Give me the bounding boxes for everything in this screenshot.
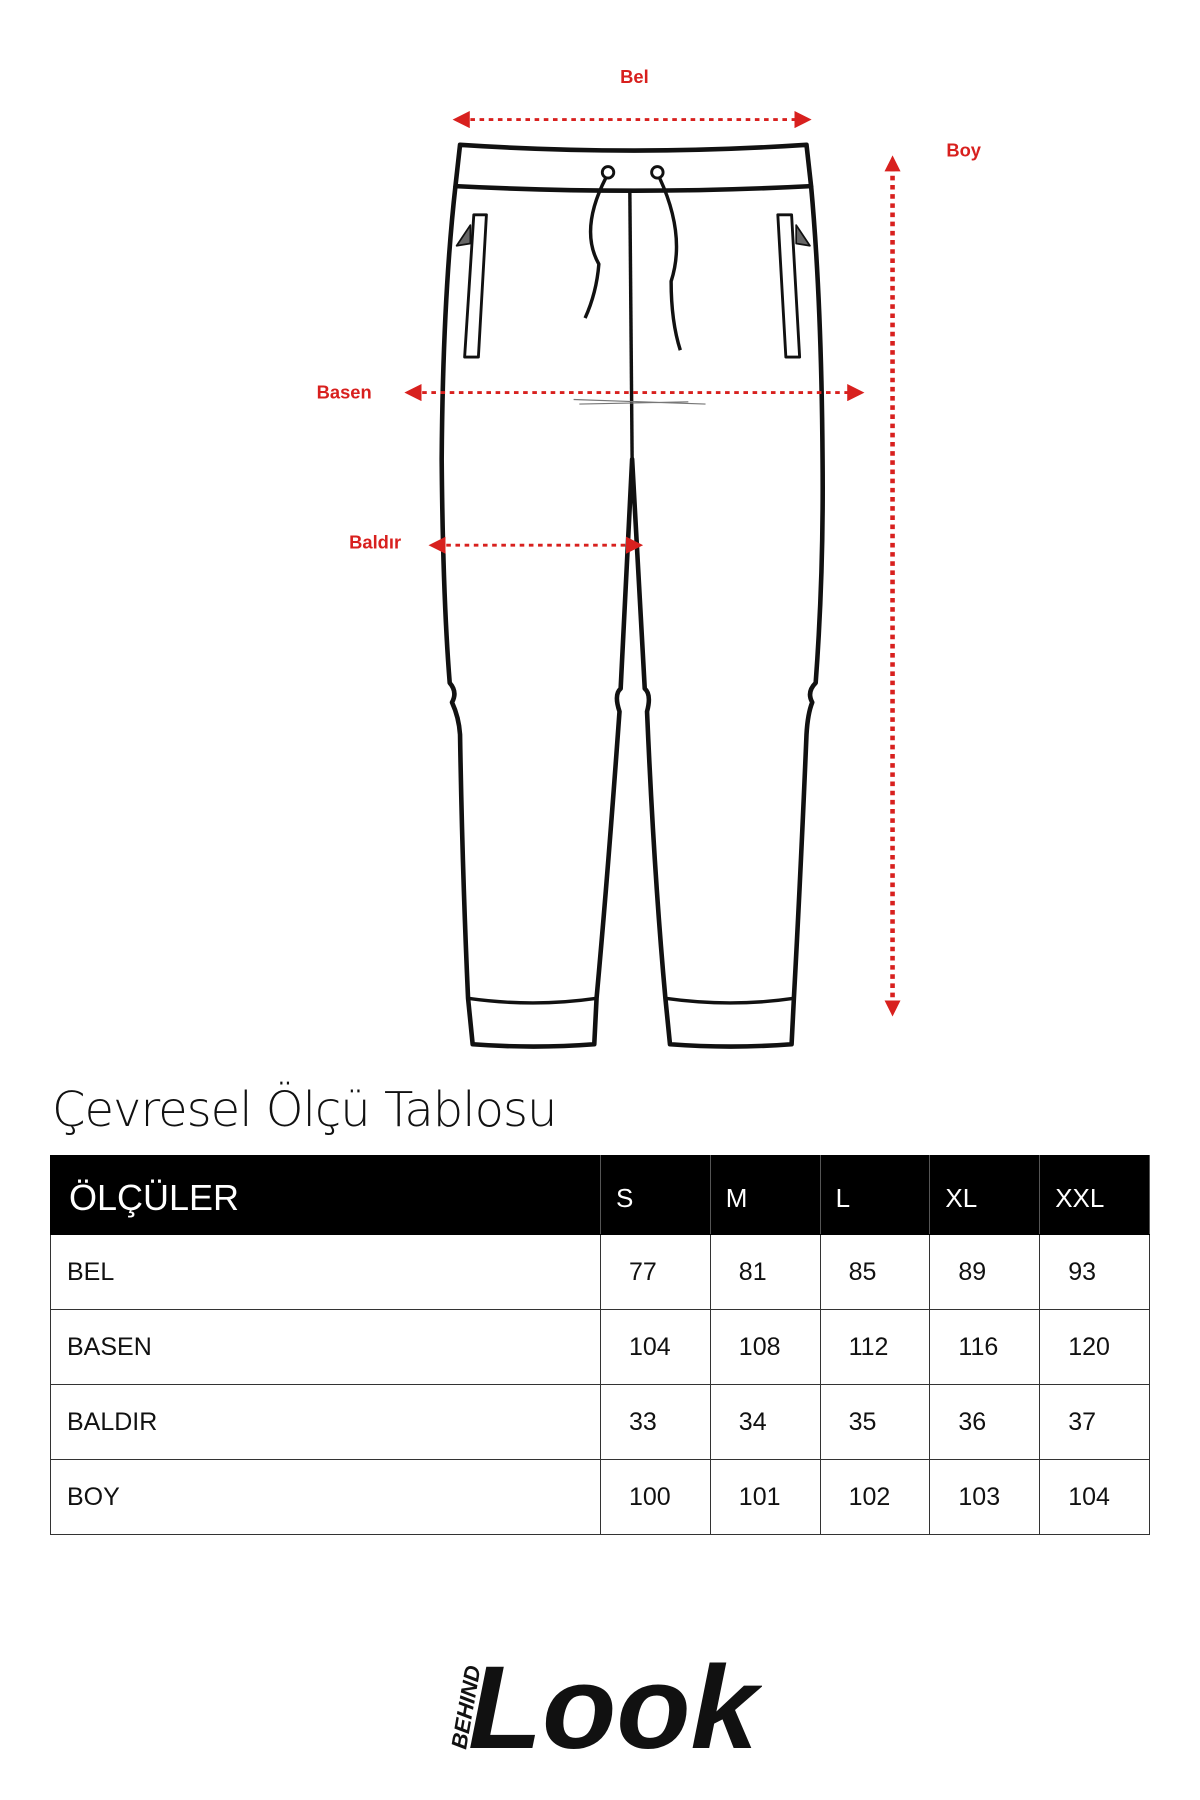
label-bel: Bel <box>620 66 649 87</box>
cell: 112 <box>819 1309 931 1385</box>
cell: 33 <box>600 1384 711 1460</box>
pants-measurement-diagram: Bel Boy Basen Baldır <box>317 66 982 1049</box>
cell: 89 <box>929 1234 1041 1310</box>
cell: 101 <box>709 1459 821 1535</box>
table-row: BASEN 104 108 112 116 120 <box>50 1309 1150 1385</box>
cell: 120 <box>1039 1309 1150 1385</box>
cell: 34 <box>709 1384 821 1460</box>
header-l: L <box>819 1155 931 1235</box>
cell: 36 <box>929 1384 1041 1460</box>
cell: 85 <box>819 1234 931 1310</box>
table-row: BEL 77 81 85 89 93 <box>50 1234 1150 1310</box>
table-header-row: ÖLÇÜLER S M L XL XXL <box>50 1155 1150 1235</box>
cell: 116 <box>929 1309 1041 1385</box>
behind-look-logo: BEHIND Look <box>446 1650 762 1760</box>
label-basen: Basen <box>317 381 372 402</box>
measure-arrows <box>404 110 901 1017</box>
cell: 77 <box>600 1234 711 1310</box>
cell: 93 <box>1039 1234 1150 1310</box>
cell: 100 <box>600 1459 711 1535</box>
row-label: BEL <box>50 1234 601 1310</box>
cell: 35 <box>819 1384 931 1460</box>
cell: 37 <box>1039 1384 1150 1460</box>
cell: 103 <box>929 1459 1041 1535</box>
cell: 104 <box>600 1309 711 1385</box>
label-boy: Boy <box>946 139 981 160</box>
cell: 108 <box>709 1309 821 1385</box>
row-label: BALDIR <box>50 1384 601 1460</box>
header-s: S <box>600 1155 711 1235</box>
row-label: BASEN <box>50 1309 601 1385</box>
cell: 81 <box>709 1234 821 1310</box>
table-row: BALDIR 33 34 35 36 37 <box>50 1384 1150 1460</box>
row-label: BOY <box>50 1459 601 1535</box>
pants-outline <box>439 142 825 1049</box>
header-xxl: XXL <box>1039 1155 1150 1235</box>
cell: 102 <box>819 1459 931 1535</box>
header-xl: XL <box>929 1155 1041 1235</box>
label-baldir: Baldır <box>349 532 401 553</box>
cell: 104 <box>1039 1459 1150 1535</box>
size-table: ÖLÇÜLER S M L XL XXL BEL 77 81 85 89 93 … <box>50 1155 1150 1535</box>
table-row: BOY 100 101 102 103 104 <box>50 1459 1150 1535</box>
logo-look: Look <box>468 1650 762 1760</box>
page-title: Çevresel Ölçü Tablosu <box>52 1082 557 1138</box>
header-olculer: ÖLÇÜLER <box>50 1155 601 1235</box>
header-m: M <box>709 1155 821 1235</box>
